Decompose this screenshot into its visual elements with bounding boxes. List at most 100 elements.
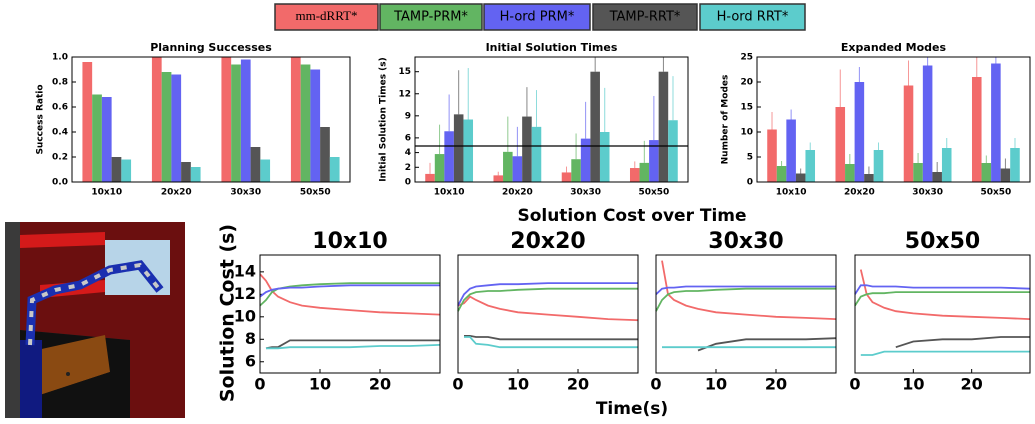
y-axis-label: Number of Modes [721, 75, 731, 165]
bar [320, 127, 330, 182]
x-tick-label: 20x20 [161, 188, 192, 198]
bar [835, 107, 846, 182]
x-tick-label: 30x30 [570, 188, 601, 198]
x-tick-label: 30x30 [912, 188, 943, 198]
bar [903, 85, 914, 182]
x-tick-label: 20x20 [502, 188, 533, 198]
x-tick-label: 10 [309, 375, 331, 394]
x-tick-label: 10 [705, 375, 727, 394]
y-tick-label: 5 [747, 153, 753, 163]
cost-line [457, 295, 639, 322]
axes-frame [854, 254, 1031, 374]
bar [991, 63, 1001, 182]
bar [599, 132, 610, 182]
x-tick-label: 20x20 [844, 188, 875, 198]
cost-line [661, 260, 837, 320]
cost-line [655, 287, 836, 312]
legend-label: mm-dRRT* [295, 8, 357, 23]
bar [329, 157, 340, 182]
panel-title: 30x30 [708, 229, 783, 254]
y-tick-label: 4 [405, 148, 411, 158]
y-tick-label: 0 [747, 178, 753, 188]
bar [873, 150, 884, 182]
bar [111, 157, 122, 182]
bar [629, 168, 640, 182]
y-tick-label: 0.2 [52, 153, 68, 163]
x-tick-label: 20 [567, 375, 589, 394]
y-tick-label: 25 [740, 53, 753, 63]
cost-line [854, 291, 1030, 307]
cost-line [259, 282, 440, 307]
bar [941, 148, 952, 182]
bar [913, 163, 923, 182]
y-tick-label: 10 [740, 128, 753, 138]
y-tick-label: 1.0 [52, 53, 68, 63]
bar [190, 167, 201, 182]
x-tick-label: 30x30 [230, 188, 261, 198]
axes-frame [71, 56, 351, 183]
panel-title: 20x20 [510, 229, 585, 254]
legend-label: TAMP-PRM* [393, 10, 468, 25]
legend-swatch [274, 3, 379, 31]
x-tick-label: 50x50 [638, 188, 669, 198]
panel-title: 10x10 [312, 229, 387, 254]
cost-x-label: Time(s) [596, 399, 668, 419]
y-axis-label: Success Ratio [36, 84, 46, 154]
y-axis-label: Initial Solution Times (s) [379, 57, 389, 182]
bar [300, 64, 311, 182]
x-tick-label: 10 [507, 375, 529, 394]
y-tick-label: 6 [245, 351, 256, 370]
x-tick-label: 10 [902, 375, 924, 394]
y-tick-label: 0.4 [52, 128, 68, 138]
bar [310, 69, 321, 182]
y-tick-label: 14 [234, 261, 256, 280]
bar [649, 140, 659, 182]
bar [531, 126, 542, 182]
bar [425, 173, 435, 182]
cost-line [457, 287, 638, 312]
y-tick-label: 12 [234, 284, 256, 303]
x-tick-label: 20 [961, 375, 983, 394]
bar [864, 174, 874, 182]
bar [121, 159, 132, 182]
bar [767, 129, 777, 182]
x-tick-label: 50x50 [300, 188, 331, 198]
y-tick-label: 15 [398, 67, 411, 77]
bar [795, 173, 806, 182]
bar [151, 57, 162, 182]
x-tick-label: 0 [452, 375, 463, 394]
cost-line [259, 273, 441, 316]
bar [658, 71, 669, 182]
bar [161, 72, 172, 182]
x-tick-label: 0 [254, 375, 265, 394]
bar [503, 151, 513, 182]
bar [82, 62, 93, 182]
bar [463, 119, 474, 182]
cost-line [259, 284, 440, 298]
bar [231, 64, 241, 182]
legend-swatch [699, 3, 806, 31]
x-tick-label: 0 [650, 375, 661, 394]
bar [453, 114, 464, 182]
legend-label: H-ord RRT* [717, 10, 789, 25]
bar [932, 172, 942, 182]
bar [250, 147, 261, 182]
bar [580, 138, 591, 182]
y-tick-label: 12 [398, 89, 411, 99]
cost-line [266, 344, 441, 350]
y-tick-label: 0.8 [52, 78, 68, 88]
x-tick-label: 50x50 [980, 188, 1011, 198]
legend-swatch [483, 3, 591, 31]
bar [181, 162, 191, 182]
y-tick-label: 20 [740, 78, 753, 88]
cost-line [457, 282, 638, 307]
bar [590, 71, 600, 182]
bar [221, 57, 232, 182]
axes-frame [259, 254, 441, 374]
x-tick-label: 10x10 [91, 188, 122, 198]
legend-label: TAMP-RRT* [609, 10, 681, 25]
cost-line [697, 337, 837, 352]
x-tick-label: 0 [849, 375, 860, 394]
bar [290, 57, 301, 182]
bar [805, 150, 816, 182]
